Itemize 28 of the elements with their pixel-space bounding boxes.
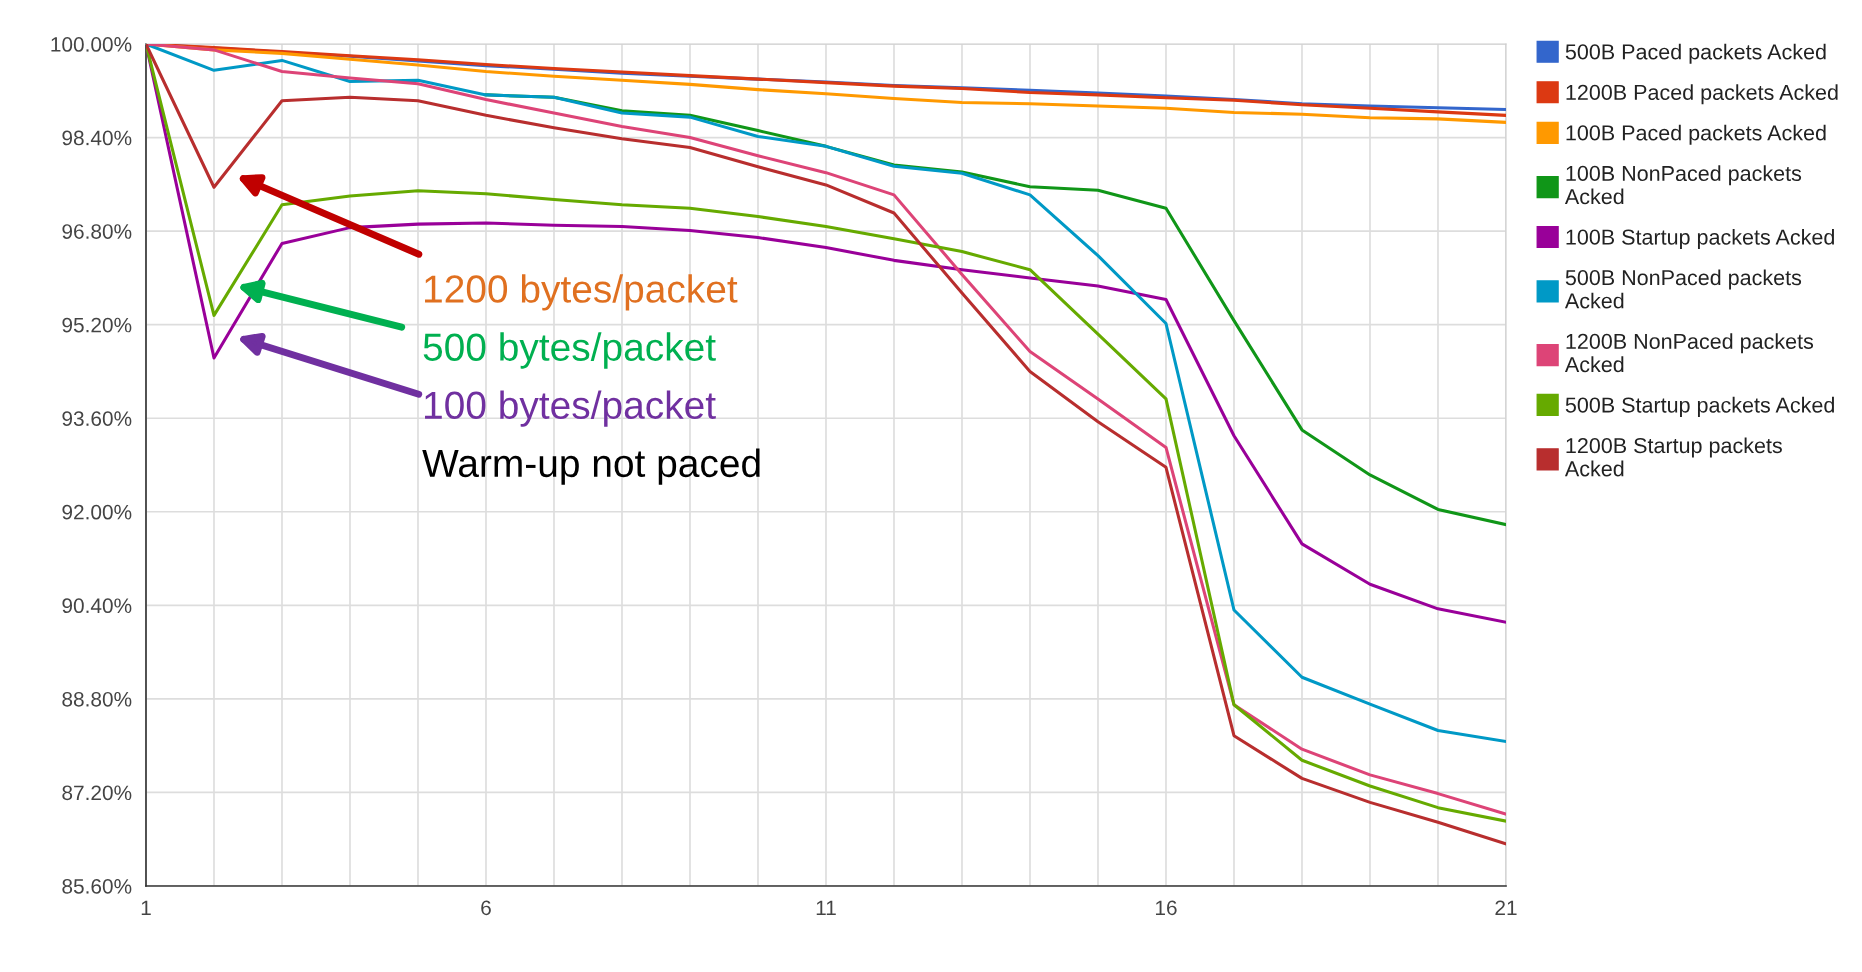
y-tick-label: 87.20% (62, 785, 132, 801)
x-tick-label: 6 (481, 900, 491, 916)
x-tick-label: 16 (1155, 900, 1177, 916)
y-tick-label: 100.00% (51, 37, 132, 52)
x-tick-label: 11 (816, 900, 836, 915)
legend-label: 1200B Paced packets Acked (1566, 84, 1838, 105)
legend-label: 100B NonPaced packets Acked (1564, 165, 1802, 205)
x-tick-label: 21 (1495, 900, 1517, 915)
legend-label: 500B Startup packets Acked (1565, 396, 1834, 417)
legend-label: 500B Paced packets Acked (1565, 43, 1826, 64)
y-tick-label: 90.40% (62, 598, 132, 614)
y-tick-label: 85.60% (62, 878, 132, 894)
y-tick-label: 98.40% (62, 130, 132, 146)
y-tick-label: 95.20% (62, 317, 132, 333)
y-tick-label: 88.80% (62, 691, 132, 707)
legend-label: 1200B Startup packets Acked (1564, 437, 1782, 477)
annotation: 500 bytes/packet (423, 332, 716, 369)
legend-label: 100B Paced packets Acked (1566, 124, 1826, 145)
x-tick-label: 1 (141, 900, 151, 915)
y-tick-label: 92.00% (62, 504, 132, 520)
annotation: Warm-up not paced (422, 448, 760, 485)
legend-label: 500B NonPaced packets Acked (1564, 269, 1802, 309)
y-tick-label: 93.60% (62, 411, 132, 426)
annotation: 1200 bytes/packet (425, 274, 738, 311)
y-tick-label: 96.80% (62, 224, 132, 239)
legend-label: 1200B NonPaced packets Acked (1564, 333, 1814, 373)
legend-label: 100B Startup packets Acked (1566, 228, 1834, 250)
annotation: 100 bytes/packet (425, 390, 716, 427)
